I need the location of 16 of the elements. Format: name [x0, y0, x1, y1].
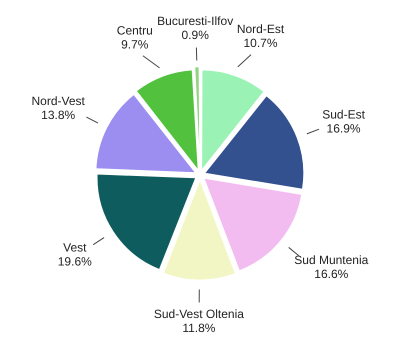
slice-label: Nord-Est: [236, 22, 285, 36]
slice-label: Vest: [63, 240, 88, 254]
slice-label: Nord-Vest: [31, 94, 86, 108]
slice-label: Sud Muntenia: [294, 252, 369, 267]
data-label: 19.6%: [58, 254, 92, 268]
slice-label: Bucuresti-Ilfov: [157, 14, 234, 28]
data-label: 13.8%: [41, 108, 76, 122]
slice-label: Sud-Vest Oltenia: [154, 306, 244, 321]
slice-label: Sud-Est: [322, 108, 366, 122]
data-label: 10.7%: [244, 36, 278, 50]
data-label: 0.9%: [182, 28, 210, 42]
data-label: 9.7%: [121, 37, 149, 52]
slice-label: Centru: [116, 23, 153, 38]
data-label: 16.9%: [326, 122, 361, 136]
data-label: 11.8%: [182, 320, 216, 335]
data-label: 16.6%: [314, 266, 349, 281]
